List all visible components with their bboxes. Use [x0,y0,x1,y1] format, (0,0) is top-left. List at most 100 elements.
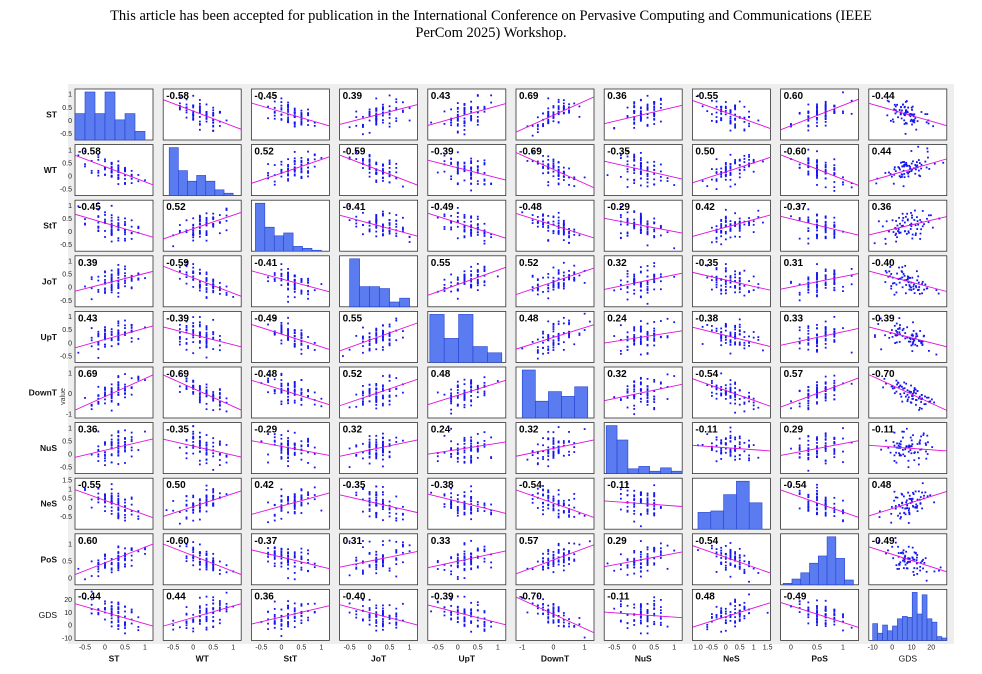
data-point [626,339,629,341]
data-point [626,170,629,173]
data-point [192,227,195,229]
data-point [144,326,146,329]
data-point [205,326,208,329]
data-point [899,176,902,179]
data-point [280,443,283,446]
data-point [307,347,309,349]
data-point [659,99,662,101]
data-point [124,462,126,464]
data-point [653,380,656,383]
data-point [901,286,904,289]
data-point [287,178,289,180]
data-point [893,460,896,462]
data-point [891,335,894,338]
data-point [902,436,904,439]
data-point [893,168,896,171]
data-point [287,163,289,166]
data-point [715,121,718,124]
data-point [729,286,732,288]
data-point [287,382,289,385]
data-point [639,266,642,269]
data-point [659,170,662,173]
data-point [212,399,215,402]
data-point [395,219,398,222]
data-point [918,395,921,398]
data-point [833,289,836,292]
panel-StT-vs-GDS: 0.36 [868,199,948,252]
data-point [375,337,378,340]
data-point [894,109,897,112]
data-point [720,386,723,388]
data-point [408,241,411,243]
data-point [633,342,636,345]
data-point [557,452,560,455]
data-point [626,285,629,288]
data-point [456,453,459,455]
data-point [104,275,106,278]
data-point [568,241,570,244]
data-point [117,343,120,346]
data-point [807,443,810,446]
data-point [287,121,289,124]
data-point [724,208,727,211]
data-point [185,380,188,383]
data-point [724,162,727,164]
data-point [909,436,912,439]
data-point [646,232,649,234]
data-point [910,118,913,121]
data-point [388,443,391,446]
data-point [280,118,283,121]
data-point [562,221,565,224]
data-point [925,121,928,124]
data-point [833,339,836,341]
data-point [639,377,642,380]
data-point [483,222,486,225]
data-point [816,395,818,398]
data-point [904,101,907,103]
data-point [924,403,927,406]
data-point [898,331,901,334]
data-point [910,286,912,289]
data-point [816,103,818,106]
data-point [192,266,195,269]
data-point [573,264,576,267]
data-point [205,451,208,454]
data-point [748,224,750,227]
data-point [293,447,296,450]
data-point [192,105,195,107]
data-point [293,173,296,176]
data-point [926,147,929,150]
data-point [874,334,876,337]
data-point [463,275,466,278]
data-point [547,284,550,287]
data-point [573,233,576,236]
data-point [456,123,459,125]
data-point [842,450,844,453]
data-point [914,209,916,212]
panel-WT-vs-WT [162,144,242,197]
data-point [715,120,718,122]
data-point [443,160,446,163]
data-point [185,328,188,331]
data-point [729,437,732,439]
data-point [816,273,818,276]
data-point [273,433,276,436]
data-point [807,389,810,392]
data-point [734,273,737,276]
data-point [798,237,801,240]
data-point [84,222,86,225]
data-point [734,270,737,273]
data-point [375,222,378,225]
data-point [130,225,133,228]
data-point [293,342,296,345]
data-point [619,205,622,208]
data-point [463,277,466,279]
data-point [757,119,760,122]
data-point [748,115,750,118]
data-point [724,169,727,171]
correlation-label: 0.50 [695,147,715,158]
histogram-bar [74,113,86,141]
data-point [653,390,656,392]
data-point [547,155,550,158]
data-point [724,163,727,166]
